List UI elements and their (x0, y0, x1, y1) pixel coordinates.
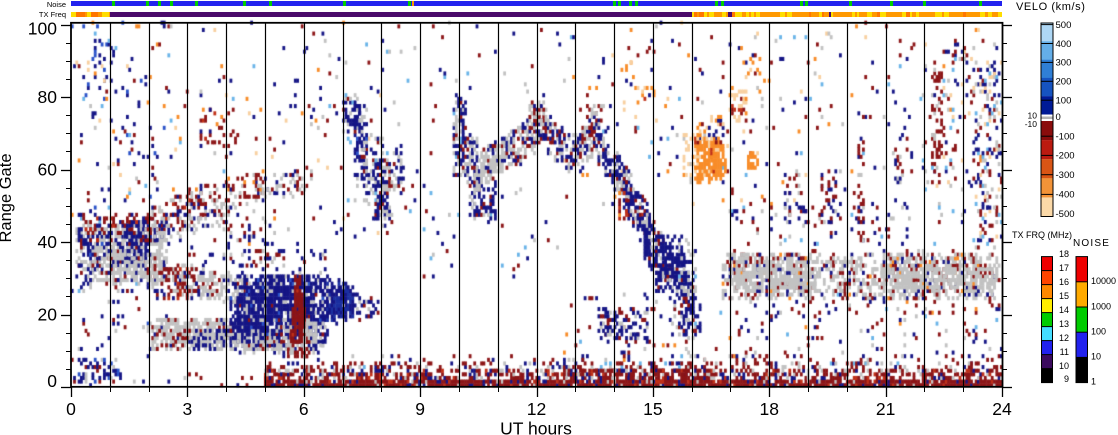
svg-text:-200: -200 (1056, 151, 1075, 162)
svg-text:10000: 10000 (1091, 276, 1116, 286)
svg-text:80: 80 (38, 87, 58, 107)
svg-text:3: 3 (183, 399, 193, 419)
svg-text:300: 300 (1056, 58, 1072, 69)
svg-text:500: 500 (1056, 20, 1072, 31)
svg-text:200: 200 (1056, 77, 1072, 88)
svg-text:12: 12 (1059, 333, 1069, 343)
svg-text:10: 10 (1028, 111, 1038, 121)
svg-text:400: 400 (1056, 39, 1072, 50)
svg-text:UT hours: UT hours (500, 419, 572, 435)
svg-text:Range Gate: Range Gate (0, 154, 15, 243)
svg-text:Noise: Noise (47, 0, 66, 9)
svg-text:13: 13 (1059, 319, 1069, 329)
svg-text:100: 100 (1091, 326, 1106, 336)
svg-text:16: 16 (1059, 277, 1069, 287)
svg-text:12: 12 (527, 399, 546, 419)
svg-text:21: 21 (876, 399, 895, 419)
svg-text:VELO (km/s): VELO (km/s) (1016, 1, 1086, 13)
svg-text:-400: -400 (1056, 190, 1075, 201)
svg-text:NOISE: NOISE (1073, 238, 1110, 249)
svg-text:TX FRQ (MHz): TX FRQ (MHz) (1012, 230, 1072, 240)
svg-text:18: 18 (1059, 249, 1069, 259)
svg-text:15: 15 (1059, 291, 1069, 301)
svg-text:20: 20 (38, 305, 58, 325)
svg-text:40: 40 (38, 232, 58, 252)
svg-text:TX Freq: TX Freq (39, 10, 66, 19)
svg-text:60: 60 (38, 160, 58, 180)
svg-text:24: 24 (992, 399, 1012, 419)
svg-text:17: 17 (1059, 263, 1069, 273)
svg-text:1: 1 (1091, 377, 1096, 387)
svg-text:10: 10 (1091, 352, 1101, 362)
svg-text:10: 10 (1059, 361, 1069, 371)
svg-text:-10: -10 (1025, 119, 1038, 129)
svg-text:18: 18 (760, 399, 779, 419)
svg-text:9: 9 (415, 399, 425, 419)
svg-text:0: 0 (1056, 112, 1061, 123)
svg-text:-500: -500 (1056, 209, 1075, 220)
svg-text:11: 11 (1060, 347, 1069, 357)
svg-text:14: 14 (1059, 305, 1069, 315)
svg-text:15: 15 (643, 399, 662, 419)
svg-text:100: 100 (1056, 96, 1072, 107)
svg-text:0: 0 (66, 399, 76, 419)
svg-text:-300: -300 (1056, 170, 1075, 181)
svg-text:100: 100 (28, 19, 57, 39)
svg-text:6: 6 (299, 399, 309, 419)
svg-text:0: 0 (47, 371, 57, 391)
svg-text:9: 9 (1064, 374, 1069, 384)
svg-text:1000: 1000 (1091, 301, 1111, 311)
svg-text:-100: -100 (1056, 132, 1075, 143)
